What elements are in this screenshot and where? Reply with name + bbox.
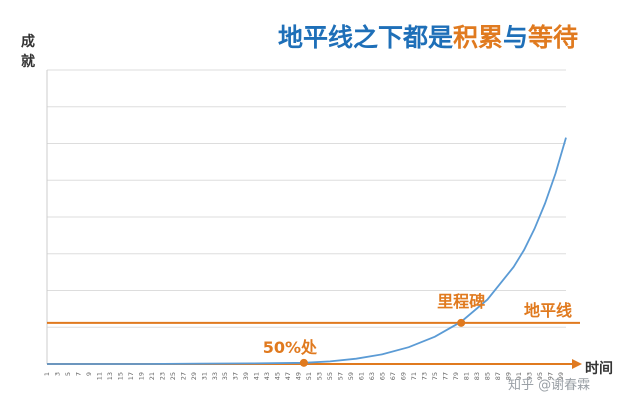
x-tick-label: 87: [494, 372, 502, 380]
x-tick-label: 39: [242, 372, 250, 380]
x-tick-label: 35: [221, 372, 229, 380]
axes: [46, 70, 582, 369]
x-tick-label: 95: [536, 372, 544, 380]
x-tick-label: 77: [441, 372, 449, 380]
y-axis-label-char: 就: [21, 53, 35, 70]
x-tick-label: 21: [148, 372, 156, 380]
x-tick-label: 89: [504, 372, 512, 380]
growth-curve-line: [47, 137, 567, 365]
grid: [47, 69, 566, 328]
x-tick-label: 91: [515, 372, 523, 380]
x-tick-label: 33: [211, 372, 219, 380]
x-tick-label: 17: [127, 372, 135, 380]
x-tick-label: 3: [53, 372, 61, 376]
title-part-2: 积累: [453, 23, 503, 52]
x-tick-label: 41: [253, 372, 261, 380]
horizon-line-label: 地平线: [524, 301, 572, 320]
x-tick-label: 15: [116, 372, 124, 380]
annotation-label: 50%处: [263, 338, 318, 357]
x-tick-label: 73: [420, 372, 428, 380]
horizon-line: 地平线: [47, 301, 580, 324]
x-tick-label: 29: [190, 372, 198, 380]
annotation-point: [457, 318, 466, 327]
x-tick-label: 93: [525, 372, 533, 380]
x-tick-label: 67: [389, 372, 397, 380]
x-tick-label: 1: [43, 372, 51, 376]
x-tick-label: 51: [305, 372, 313, 380]
x-tick-label: 59: [347, 372, 355, 380]
x-tick-label: 57: [337, 372, 345, 380]
y-axis-label: 成就: [21, 33, 35, 70]
title-part-3: 与: [503, 23, 528, 52]
watermark: 知乎 @谢春霖: [508, 377, 590, 393]
x-tick-label: 11: [95, 372, 103, 380]
x-tick-label: 69: [399, 372, 407, 380]
x-tick-label: 9: [85, 372, 93, 376]
x-tick-label: 75: [431, 372, 439, 380]
annotation-point: [299, 358, 308, 367]
x-tick-label: 53: [316, 372, 324, 380]
growth-curve: [47, 137, 567, 365]
x-tick-label: 71: [410, 372, 418, 380]
x-tick-label: 23: [158, 372, 166, 380]
x-tick-label: 31: [200, 372, 208, 380]
x-axis-arrow: [572, 359, 582, 369]
x-tick-label: 5: [64, 372, 72, 376]
x-tick-label: 43: [263, 372, 271, 380]
x-tick-label: 99: [557, 372, 565, 380]
y-axis-label-char: 成: [21, 33, 35, 50]
x-tick-label: 65: [379, 372, 387, 380]
x-tick-label: 19: [137, 372, 145, 380]
x-tick-label: 25: [169, 372, 177, 380]
x-tick-label: 97: [546, 372, 554, 380]
x-tick-label: 61: [358, 372, 366, 380]
chart-title: 地平线之下都是积累与等待: [278, 23, 578, 52]
x-axis-label: 时间: [585, 360, 613, 377]
x-tick-label: 85: [483, 372, 491, 380]
x-tick-label: 81: [462, 372, 470, 380]
x-tick-label: 79: [452, 372, 460, 380]
title-part-1: 地平线之下都是: [278, 23, 453, 52]
x-tick-label: 63: [368, 372, 376, 380]
x-tick-label: 7: [74, 372, 82, 376]
x-tick-label: 27: [179, 372, 187, 380]
x-tick-label: 45: [274, 372, 282, 380]
x-tick-label: 13: [106, 372, 114, 380]
annotation-label: 里程碑: [437, 292, 485, 311]
x-tick-label: 83: [473, 372, 481, 380]
x-axis-ticks: 1 3 5 7 9 11 13 15 17 19 21 23 25 27 29 31 33 35 37 39 41 43 4…: [43, 372, 565, 380]
x-tick-label: 49: [295, 372, 303, 380]
annotations: 50%处 里程碑: [263, 292, 485, 367]
x-tick-label: 37: [232, 372, 240, 380]
title-part-4: 等待: [528, 23, 578, 52]
x-tick-label: 47: [284, 372, 292, 380]
x-tick-label: 55: [326, 372, 334, 380]
